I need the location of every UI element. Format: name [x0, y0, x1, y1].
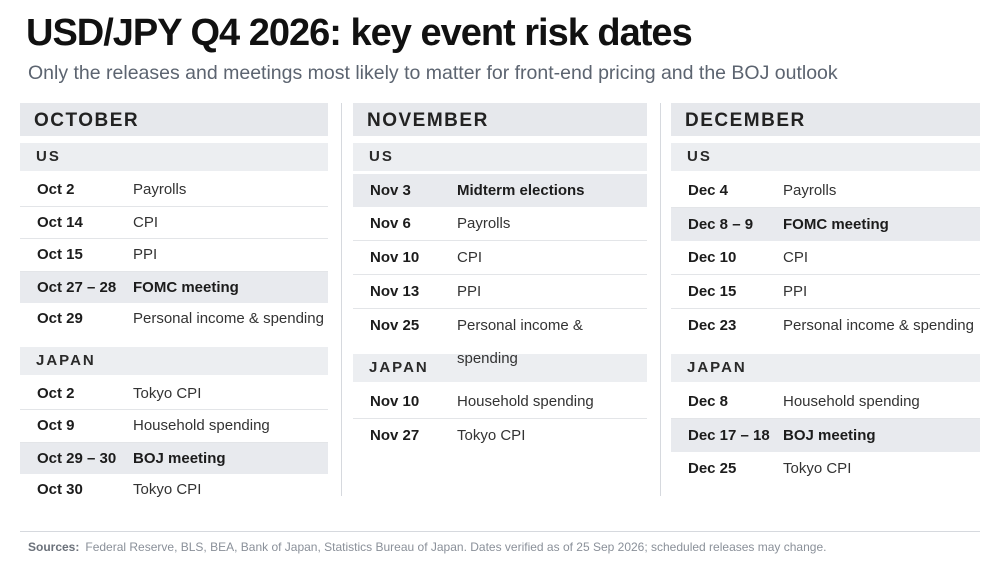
event-date: Nov 6 [370, 215, 411, 232]
event-name: Tokyo CPI [783, 460, 852, 477]
event-row: Oct 15 PPI [20, 239, 328, 272]
event-list: Nov 10 Household spending Nov 27 Tokyo CPI [353, 385, 647, 452]
month-header: NOVEMBER [353, 103, 647, 136]
section-header: US [671, 143, 980, 171]
event-date: Oct 30 [37, 481, 83, 498]
event-row: Nov 25 Personal income & spending [353, 309, 647, 367]
event-list: Dec 8 Household spending Dec 17 – 18 BOJ me… [671, 385, 980, 485]
column-separator [341, 103, 342, 496]
section-header: JAPAN [20, 346, 328, 375]
event-date: Dec 15 [688, 283, 737, 300]
title: USD/JPY Q4 2026: key event risk dates [26, 12, 693, 54]
event-date: Dec 8 – 9 [688, 216, 754, 233]
event-date: Dec 25 [688, 460, 737, 477]
event-row: Dec 25 Tokyo CPI [671, 452, 980, 485]
event-date: Nov 13 [370, 283, 420, 300]
event-date: Oct 14 [37, 213, 83, 231]
event-name: FOMC meeting [783, 216, 889, 233]
subtitle: Only the releases and meetings most like… [28, 62, 838, 84]
section-header: US [20, 143, 328, 171]
event-date: Dec 17 – 18 [688, 427, 770, 444]
event-name: BOJ meeting [133, 449, 226, 467]
month-column: DECEMBER US Dec 4 Payrolls Dec 8 – 9 FOMC mee… [671, 103, 980, 485]
month-column: NOVEMBER US Nov 3 Midterm elections Nov 6 Pay… [353, 103, 647, 452]
event-date: Nov 25 [370, 317, 420, 334]
event-name: Personal income & spending [783, 317, 974, 334]
event-name: Payrolls [133, 181, 187, 198]
event-row: Oct 2 Payrolls [20, 174, 328, 207]
event-date: Oct 2 [37, 384, 75, 402]
event-row: Dec 4 Payrolls [671, 174, 980, 208]
highlighted-event-row: Nov 3 Midterm elections [353, 174, 647, 207]
event-name: Midterm elections [457, 182, 585, 199]
event-row: Oct 30 Tokyo CPI [20, 474, 328, 506]
column-separator [660, 103, 661, 496]
event-name: CPI [783, 249, 809, 266]
event-row: Dec 15 PPI [671, 275, 980, 309]
event-date: Dec 23 [688, 317, 737, 334]
month-header: DECEMBER [671, 103, 980, 136]
event-row: Dec 23 Personal income & spending [671, 309, 980, 342]
event-name: Tokyo CPI [133, 384, 202, 402]
footer: Sources: Federal Reserve, BLS, BEA, Bank … [28, 540, 826, 554]
event-date: Dec 4 [688, 182, 729, 199]
event-name: BOJ meeting [783, 427, 876, 444]
event-list: Oct 2 Payrolls Oct 14 CPI Oct 15 PPI Oct 27 – … [20, 174, 328, 335]
event-name: Tokyo CPI [133, 481, 202, 498]
footer-text: Federal Reserve, BLS, BEA, Bank of Japan… [85, 540, 827, 554]
event-row: Oct 14 CPI [20, 207, 328, 239]
event-date: Oct 15 [37, 246, 83, 263]
highlighted-event-row: Oct 29 – 30 BOJ meeting [20, 442, 328, 474]
event-name: Tokyo CPI [457, 427, 526, 444]
event-date: Oct 29 – 30 [37, 449, 117, 467]
footer-rule [20, 531, 980, 532]
highlighted-event-row: Oct 27 – 28 FOMC meeting [20, 271, 328, 303]
event-name: Payrolls [457, 215, 511, 232]
event-row: Dec 10 CPI [671, 241, 980, 275]
event-name: Household spending [133, 417, 270, 434]
event-list: Dec 4 Payrolls Dec 8 – 9 FOMC meeting Dec 10… [671, 174, 980, 342]
event-row: Dec 8 Household spending [671, 385, 980, 419]
event-row: Nov 6 Payrolls [353, 207, 647, 241]
event-date: Oct 27 – 28 [37, 278, 117, 296]
event-date: Oct 2 [37, 181, 75, 198]
event-date: Nov 3 [370, 182, 411, 199]
event-name: Personal income & spending [457, 317, 583, 367]
highlighted-event-row: Dec 8 – 9 FOMC meeting [671, 208, 980, 241]
event-date: Dec 10 [688, 249, 737, 266]
event-date: Nov 10 [370, 393, 420, 410]
event-name: PPI [133, 246, 158, 263]
event-name: Payrolls [783, 182, 837, 199]
event-name: Household spending [783, 393, 920, 410]
footer-label: Sources: [28, 540, 80, 554]
event-date: Nov 27 [370, 427, 420, 444]
event-name: Personal income & spending [133, 310, 324, 327]
section-header: US [353, 143, 647, 171]
event-row: Nov 10 CPI [353, 241, 647, 275]
event-name: Household spending [457, 393, 594, 410]
section-header: JAPAN [353, 354, 647, 382]
event-name: FOMC meeting [133, 278, 239, 296]
event-row: Oct 29 Personal income & spending [20, 303, 328, 335]
event-list: Oct 2 Tokyo CPI Oct 9 Household spending Oct… [20, 378, 328, 506]
event-date: Oct 9 [37, 417, 75, 434]
event-date: Oct 29 [37, 310, 83, 327]
highlighted-event-row: Dec 17 – 18 BOJ meeting [671, 419, 980, 452]
section-header: JAPAN [671, 354, 980, 382]
event-row: Nov 27 Tokyo CPI [353, 419, 647, 452]
event-name: CPI [457, 249, 483, 266]
event-list: Nov 3 Midterm elections Nov 6 Payrolls Nov 1… [353, 174, 647, 367]
event-row: Oct 9 Household spending [20, 410, 328, 443]
event-date: Nov 10 [370, 249, 420, 266]
event-name: PPI [457, 283, 482, 300]
event-row: Nov 13 PPI [353, 275, 647, 309]
event-name: PPI [783, 283, 808, 300]
event-date: Dec 8 [688, 393, 729, 410]
month-header: OCTOBER [20, 103, 328, 136]
month-column: OCTOBER US Oct 2 Payrolls Oct 14 CPI Oct 15 PPI… [20, 103, 328, 506]
event-name: CPI [133, 213, 159, 231]
event-row: Oct 2 Tokyo CPI [20, 378, 328, 410]
event-row: Nov 10 Household spending [353, 385, 647, 419]
